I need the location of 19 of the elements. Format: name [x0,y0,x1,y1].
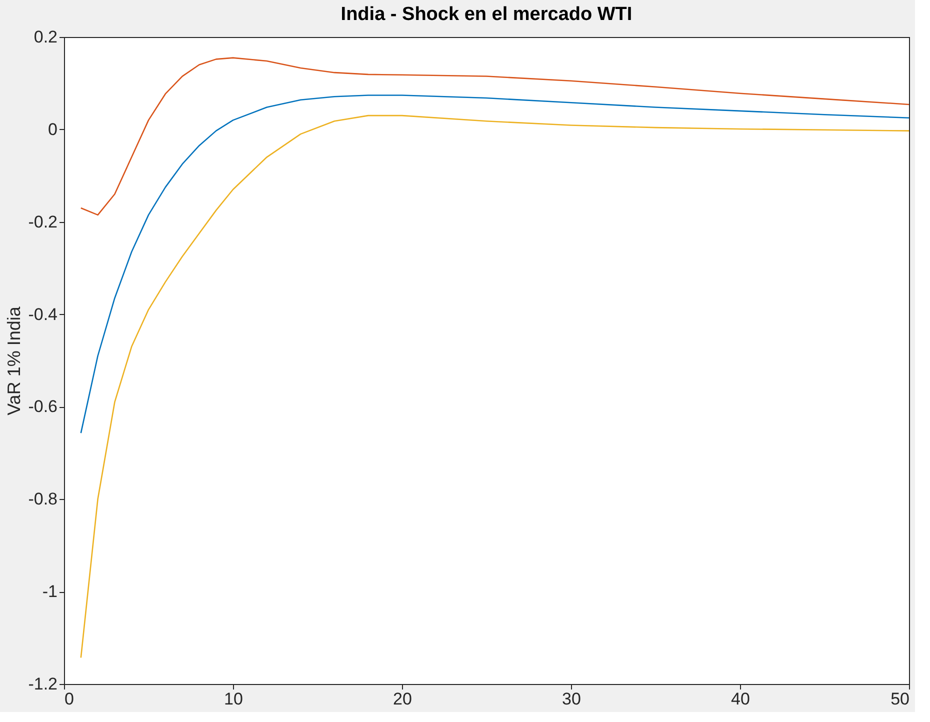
line-series [80,114,910,658]
chart-title: India - Shock en el mercado WTI [340,4,632,25]
x-tick-label: 50 [890,690,910,708]
x-tick-label: 20 [393,690,412,708]
y-tick-label: -1 [42,582,58,602]
line-series [80,57,910,216]
y-tick-label: -0.6 [28,397,58,416]
y-tick-label: -0.2 [28,212,58,232]
y-tick-label: 0.2 [34,28,58,46]
y-tick-label: -0.8 [28,490,58,509]
line-series [80,94,910,434]
y-tick-label: 0 [48,120,58,139]
y-tick-label: -0.4 [28,304,58,324]
y-axis-title: VaR 1% India [4,306,24,416]
x-tick-label: 40 [731,690,750,708]
x-tick-label: 10 [224,690,243,708]
x-tick-label: 30 [562,690,581,708]
y-tick-label: -1.2 [28,674,58,694]
x-tick-label: 0 [64,690,74,708]
